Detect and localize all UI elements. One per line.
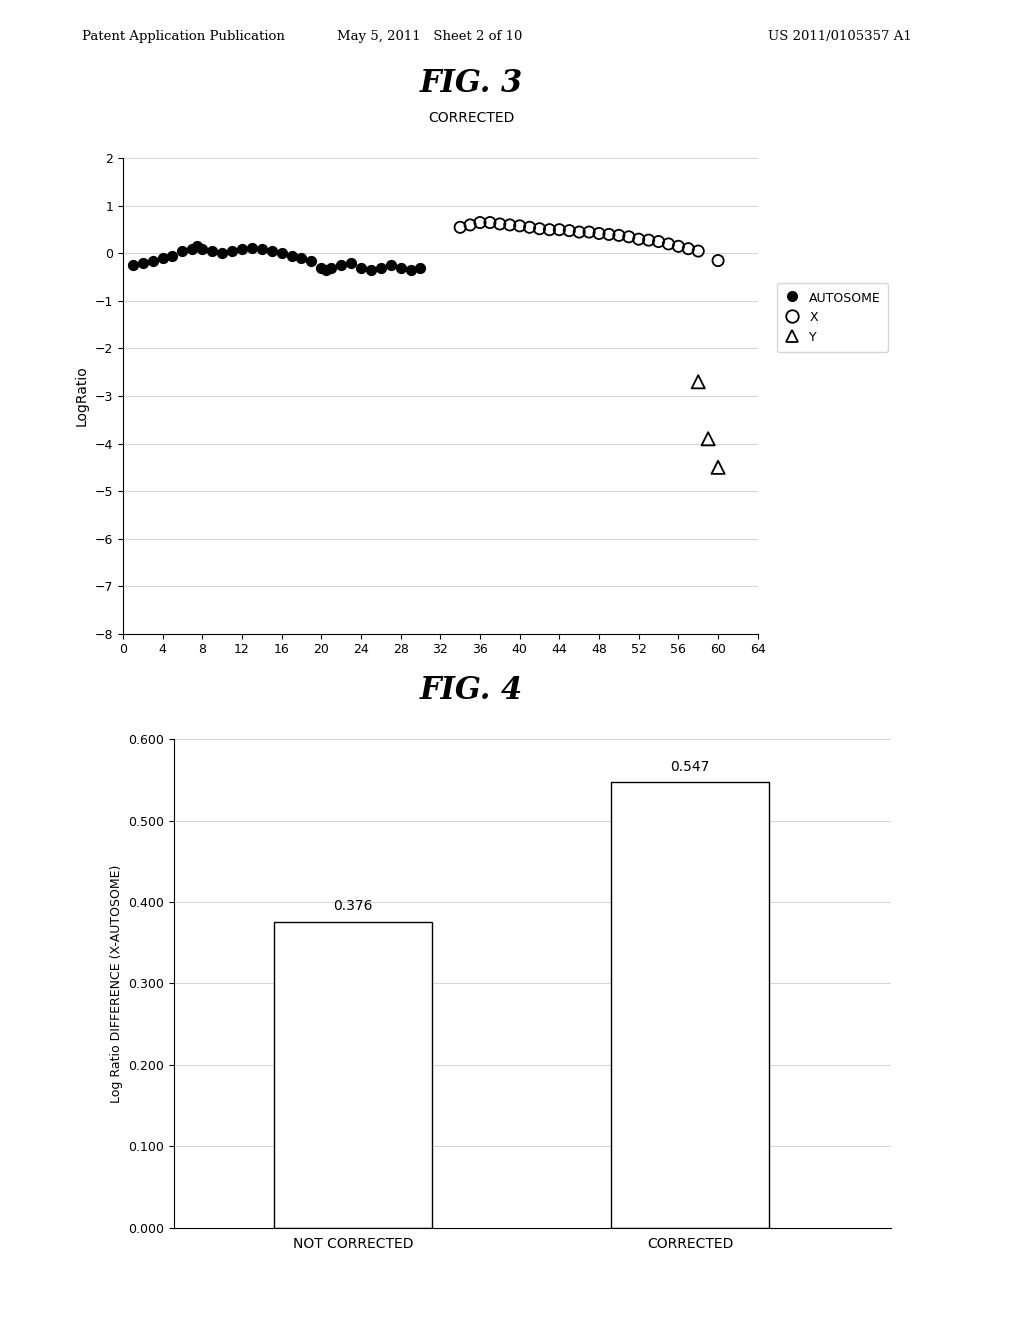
Point	[303, 249, 319, 271]
Point	[144, 249, 161, 271]
Text: US 2011/0105357 A1: US 2011/0105357 A1	[768, 30, 911, 44]
Point	[318, 260, 335, 281]
Point	[164, 246, 180, 267]
Point	[591, 223, 607, 244]
Point	[621, 226, 637, 247]
Bar	[274, 921, 432, 1228]
Point	[313, 257, 330, 279]
Point	[690, 371, 707, 392]
Point	[680, 238, 696, 259]
Point	[125, 255, 141, 276]
Point	[333, 255, 349, 276]
Text: FIG. 4: FIG. 4	[420, 676, 522, 706]
Point	[352, 257, 369, 279]
Y-axis label: LogRatio: LogRatio	[75, 366, 89, 426]
Y-axis label: Log Ratio DIFFERENCE (X-AUTOSOME): Log Ratio DIFFERENCE (X-AUTOSOME)	[110, 865, 123, 1102]
Point	[531, 218, 548, 239]
Point	[195, 238, 211, 259]
Point	[452, 216, 468, 238]
Point	[204, 240, 220, 261]
Point	[650, 231, 667, 252]
Point	[413, 257, 429, 279]
Point	[690, 240, 707, 261]
Point	[601, 224, 617, 246]
Point	[284, 246, 300, 267]
Point	[273, 243, 290, 264]
Point	[492, 214, 508, 235]
Point	[610, 224, 627, 246]
Point	[293, 248, 309, 269]
Point	[670, 236, 686, 257]
Point	[233, 238, 250, 259]
Point	[174, 240, 190, 261]
Text: CORRECTED: CORRECTED	[428, 111, 514, 125]
Text: 0.376: 0.376	[334, 899, 373, 913]
Point	[710, 457, 726, 478]
Point	[343, 252, 359, 273]
Point	[542, 219, 558, 240]
Point	[710, 249, 726, 271]
Text: FIG. 3: FIG. 3	[420, 69, 522, 99]
Point	[512, 215, 528, 236]
Point	[660, 234, 677, 255]
Point	[631, 228, 647, 249]
Point	[184, 238, 201, 259]
Point	[700, 428, 717, 449]
Legend: AUTOSOME, X, Y: AUTOSOME, X, Y	[777, 284, 889, 352]
Point	[392, 257, 409, 279]
Point	[472, 213, 488, 234]
Point	[214, 243, 230, 264]
Point	[521, 216, 538, 238]
Point	[244, 238, 260, 259]
Point	[263, 240, 280, 261]
Point	[571, 222, 588, 243]
Point	[362, 260, 379, 281]
Text: May 5, 2011   Sheet 2 of 10: May 5, 2011 Sheet 2 of 10	[337, 30, 523, 44]
Point	[462, 214, 478, 235]
Point	[155, 248, 171, 269]
Point	[581, 222, 597, 243]
Bar	[611, 783, 769, 1228]
Point	[481, 213, 498, 234]
Point	[502, 214, 518, 235]
Point	[561, 220, 578, 242]
Point	[551, 219, 567, 240]
Point	[373, 257, 389, 279]
Point	[640, 230, 656, 251]
Point	[402, 260, 419, 281]
Text: Patent Application Publication: Patent Application Publication	[82, 30, 285, 44]
Point	[134, 252, 151, 273]
Text: 0.547: 0.547	[671, 760, 710, 775]
Point	[383, 255, 399, 276]
Point	[254, 238, 270, 259]
Point	[224, 240, 241, 261]
Point	[189, 236, 206, 257]
Point	[323, 257, 339, 279]
